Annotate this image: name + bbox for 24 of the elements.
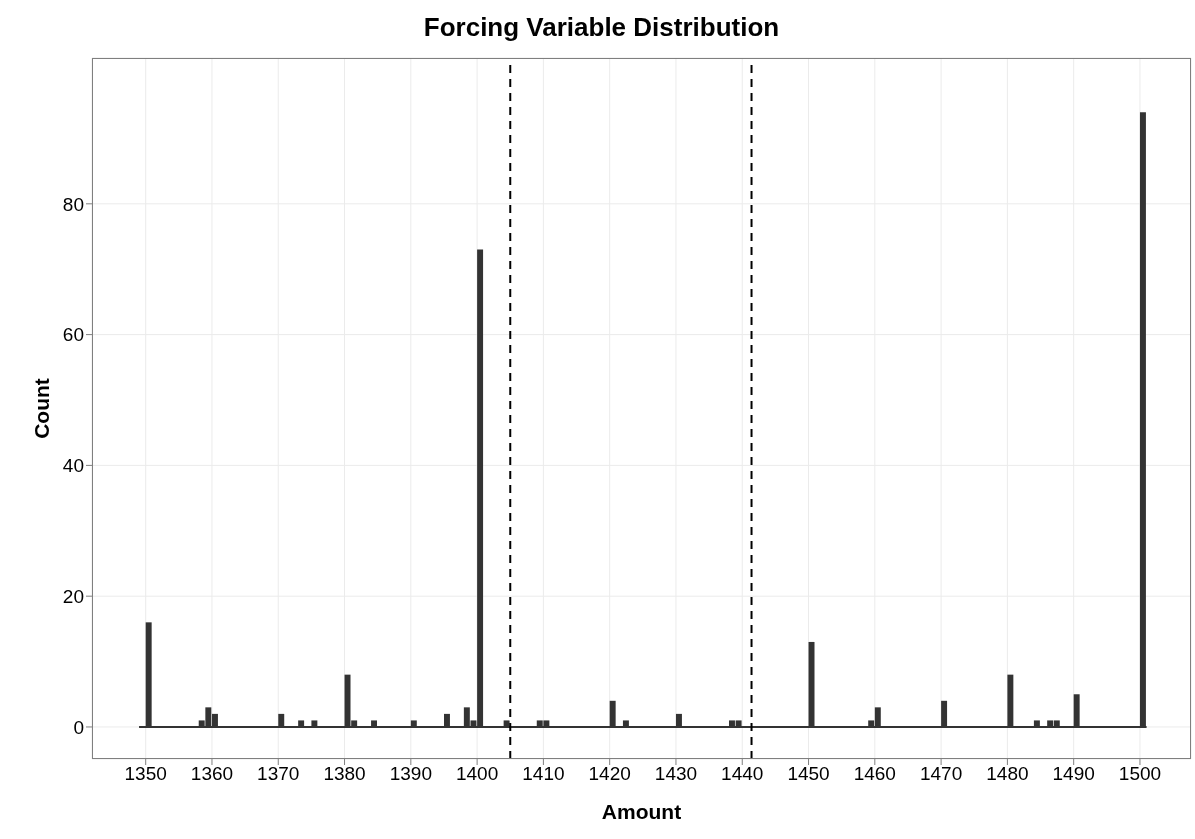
x-axis-title: Amount bbox=[601, 800, 682, 823]
x-tick-label: 1350 bbox=[124, 763, 167, 785]
x-tick-label: 1400 bbox=[455, 763, 499, 785]
x-tick-label: 1460 bbox=[853, 763, 896, 785]
y-tick-label: 80 bbox=[62, 193, 84, 215]
x-tick-label: 1470 bbox=[919, 763, 963, 785]
x-tick-label: 1500 bbox=[1118, 763, 1162, 785]
x-tick-label: 1360 bbox=[190, 763, 234, 785]
x-tick-label: 1410 bbox=[522, 763, 565, 785]
x-tick-label: 1450 bbox=[787, 763, 830, 785]
x-tick-label: 1480 bbox=[986, 763, 1029, 785]
y-tick-label: 20 bbox=[62, 585, 84, 607]
y-tick-label: 0 bbox=[73, 716, 84, 738]
x-tick-label: 1490 bbox=[1052, 763, 1095, 785]
chart-title: Forcing Variable Distribution bbox=[422, 12, 781, 43]
y-tick-label: 40 bbox=[62, 455, 84, 477]
x-tick-label: 1380 bbox=[323, 763, 366, 785]
x-tick-label: 1430 bbox=[654, 763, 698, 785]
x-tick-label: 1390 bbox=[389, 763, 432, 785]
x-tick-label: 1440 bbox=[721, 763, 764, 785]
y-axis-title: Count bbox=[30, 378, 54, 439]
y-tick-label: 60 bbox=[62, 324, 84, 346]
x-tick-label: 1420 bbox=[588, 763, 631, 785]
x-tick-label: 1370 bbox=[257, 763, 300, 785]
